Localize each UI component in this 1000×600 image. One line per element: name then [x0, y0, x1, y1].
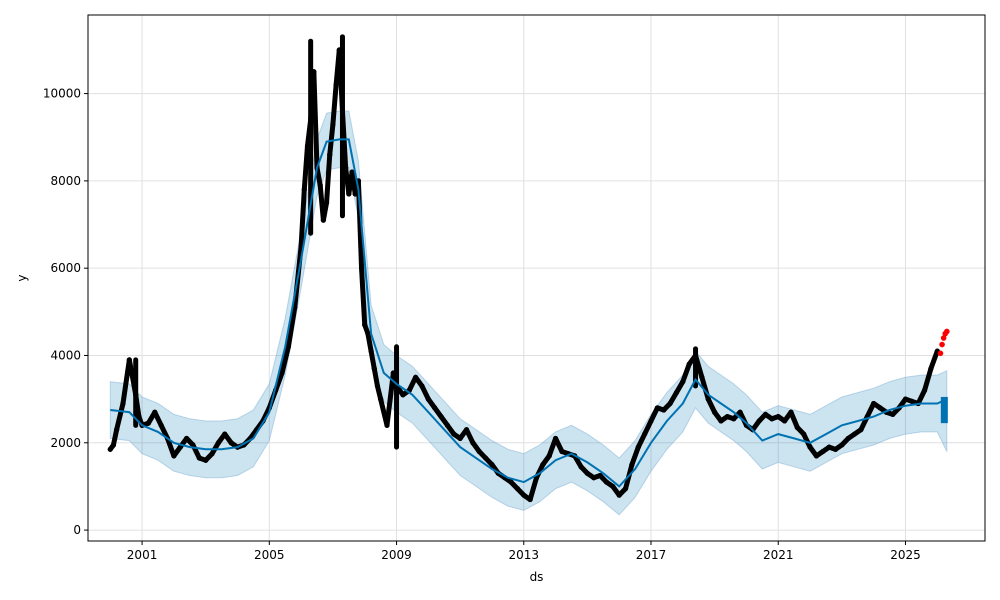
- observed-segment: [114, 400, 126, 433]
- observed-segment: [298, 187, 307, 249]
- y-axis-label: y: [15, 274, 29, 281]
- x-tick-label: 2005: [254, 548, 285, 562]
- observed-segment: [126, 357, 139, 398]
- grid-lines: [88, 15, 985, 541]
- observed-segment: [330, 82, 339, 127]
- observed-segment: [320, 200, 330, 223]
- x-axis: 2001 2005 2009 2013 2017 2021 2025: [127, 541, 921, 562]
- future-actual-point: [944, 328, 950, 335]
- observed-segment: [336, 47, 345, 114]
- forecast-tail-block: [940, 396, 948, 424]
- future-actual-points: [937, 328, 950, 357]
- y-axis: 0 2000 4000 6000 8000 10000: [43, 87, 88, 537]
- future-actual-point: [937, 350, 944, 357]
- observed-segment: [110, 427, 120, 448]
- y-tick-label: 2000: [50, 436, 81, 450]
- x-axis-label: ds: [530, 570, 544, 584]
- x-tick-label: 2013: [509, 548, 540, 562]
- y-tick-label: 0: [73, 523, 81, 537]
- observed-segment: [699, 374, 711, 402]
- forecast-line: [110, 138, 948, 488]
- y-tick-label: 10000: [43, 87, 81, 101]
- plot-frame: [87, 14, 986, 542]
- observed-segment: [368, 348, 377, 372]
- observed-segment: [279, 344, 291, 376]
- observed-segment: [327, 121, 336, 158]
- x-tick-label: 2001: [127, 548, 158, 562]
- x-tick-label: 2017: [636, 548, 667, 562]
- observed-segment: [311, 69, 320, 171]
- observed-segment: [384, 370, 396, 428]
- future-actual-point: [940, 335, 947, 341]
- observed-segment: [680, 361, 692, 385]
- observed-segment: [371, 366, 380, 389]
- observed-segment: [133, 392, 142, 420]
- future-actual-point: [939, 341, 945, 348]
- observed-segment: [359, 265, 368, 328]
- observed-segment: [324, 152, 333, 206]
- observed-segment: [629, 444, 641, 468]
- observed-segment: [527, 475, 539, 503]
- x-tick-label: 2025: [890, 548, 921, 562]
- observed-segment: [928, 348, 940, 372]
- observed-segment: [365, 331, 374, 354]
- observed-segment: [301, 143, 310, 193]
- observed-segment: [788, 409, 800, 431]
- observed-segment: [165, 435, 177, 459]
- x-tick-label: 2021: [763, 548, 794, 562]
- y-tick-label: 6000: [50, 261, 81, 275]
- observed-segment: [285, 304, 298, 350]
- observed-segment: [922, 366, 934, 393]
- observed-segment: [314, 165, 323, 188]
- x-tick-label: 2009: [381, 548, 412, 562]
- observed-segment: [693, 352, 705, 380]
- observed-segment: [273, 370, 285, 393]
- observed-segment: [304, 117, 314, 149]
- y-tick-label: 8000: [50, 174, 81, 188]
- y-tick-label: 4000: [50, 348, 81, 362]
